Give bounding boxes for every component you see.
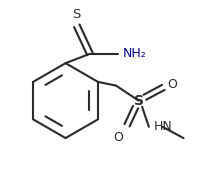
Text: HN: HN [153,120,172,133]
Text: S: S [73,8,81,21]
Text: O: O [114,131,124,144]
Text: S: S [133,94,144,108]
Text: NH₂: NH₂ [123,47,146,60]
Text: O: O [168,78,177,91]
